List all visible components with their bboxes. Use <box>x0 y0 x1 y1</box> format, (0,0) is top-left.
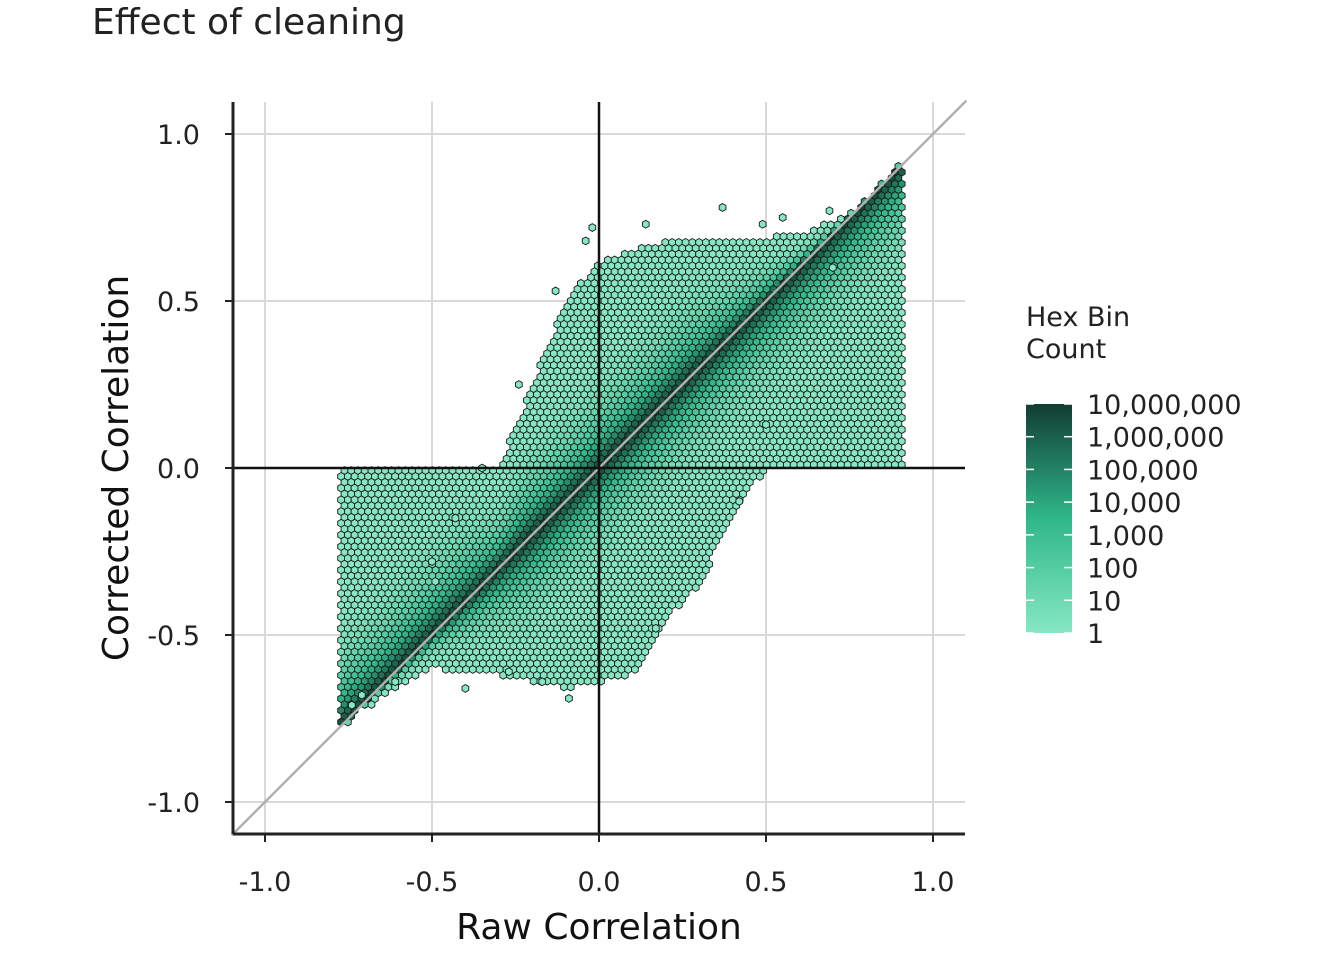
legend-label: 100,000 <box>1087 455 1199 486</box>
hex-bin <box>675 600 683 610</box>
hex-bin <box>489 665 497 674</box>
hex-bin-outlier <box>565 694 573 703</box>
hex-bin-outlier <box>588 223 597 232</box>
legend-label: 10,000,000 <box>1087 390 1242 421</box>
hex-bin <box>431 659 440 669</box>
hex-bin <box>462 665 470 674</box>
legend-label: 10 <box>1087 586 1121 617</box>
y-axis-title: Corrected Correlation <box>96 275 137 661</box>
x-tick-label: 0.5 <box>745 867 788 898</box>
legend-label: 1,000 <box>1087 521 1164 552</box>
hex-bin <box>691 583 700 592</box>
hex-bin-outlier <box>551 286 560 296</box>
hex-bin-outlier <box>581 236 590 246</box>
hex-bin <box>550 676 558 686</box>
hex-bin <box>475 665 484 674</box>
hex-bin-outlier <box>538 677 547 687</box>
y-tick-label: 0.0 <box>157 454 200 485</box>
hex-bin <box>560 682 568 692</box>
hex-bin <box>381 688 389 698</box>
hex-bin-outlier <box>758 219 767 229</box>
legend-title-line-2: Count <box>1026 334 1106 365</box>
x-axis-title: Raw Correlation <box>456 907 742 948</box>
hex-bin <box>590 676 599 686</box>
hex-bin <box>614 670 622 680</box>
hex-bin <box>620 670 629 680</box>
hex-bin <box>577 676 585 686</box>
hex-bin-outlier <box>825 206 834 216</box>
hex-bin <box>401 676 410 686</box>
hexbin-layer <box>337 161 906 727</box>
hex-bin-outlier <box>718 203 727 212</box>
legend: Hex Bin Count 10,000,0001,000,000100,000… <box>1026 302 1242 650</box>
hex-bin-outlier <box>641 219 650 229</box>
hex-bin <box>756 471 764 481</box>
hex-bin <box>455 665 464 674</box>
y-tick-label: 0.5 <box>157 287 200 318</box>
legend-label: 1,000,000 <box>1087 423 1224 454</box>
hex-bin <box>411 670 420 680</box>
y-tick-label: -0.5 <box>147 621 200 652</box>
y-tick-label: -1.0 <box>147 788 200 819</box>
hex-bin <box>482 665 491 674</box>
x-tick-label: -0.5 <box>406 867 459 898</box>
legend-label: 1 <box>1087 619 1104 650</box>
hex-bin <box>583 676 592 686</box>
legend-colorbar <box>1026 404 1072 633</box>
legend-label: 100 <box>1087 554 1139 585</box>
hex-bin-outlier <box>515 380 523 389</box>
hex-bin-outlier <box>348 700 356 710</box>
tick-labels: -1.0 -0.5 0.0 0.5 1.0 -1.0 -0.5 0.0 0.5 1.0 <box>147 120 954 898</box>
hex-bin <box>566 682 575 692</box>
hex-bin <box>519 670 528 680</box>
hex-bin-outlier <box>828 263 837 273</box>
hex-bin-outlier <box>504 667 513 677</box>
hex-bin-outlier <box>735 496 744 506</box>
hex-bin-outlier <box>431 577 440 586</box>
hex-bin-outlier <box>762 420 770 429</box>
hex-bin <box>468 665 477 674</box>
x-tick-label: -1.0 <box>239 867 292 898</box>
legend-label: 10,000 <box>1087 488 1181 519</box>
hex-bin-outlier <box>461 684 470 693</box>
hex-bin <box>421 665 430 674</box>
hex-bin <box>441 665 450 674</box>
legend-title-line-1: Hex Bin <box>1026 302 1130 333</box>
hex-bin <box>367 700 376 709</box>
hex-bin <box>607 670 616 680</box>
hex-bin-outlier <box>702 553 710 563</box>
hex-bin-outlier <box>451 513 460 523</box>
hex-bin <box>512 670 521 680</box>
hex-bin-outlier <box>778 213 787 222</box>
hex-bin-outlier <box>651 623 660 633</box>
hex-bin <box>529 676 538 686</box>
hex-bin-outlier <box>358 690 366 700</box>
x-tick-label: 1.0 <box>912 867 955 898</box>
reference-lines <box>230 99 968 837</box>
hex-bin-outlier <box>428 557 436 566</box>
y-tick-label: 1.0 <box>157 120 200 151</box>
hex-bin <box>631 665 639 674</box>
hex-bin <box>448 665 457 674</box>
chart-title: Effect of cleaning <box>92 2 406 43</box>
x-tick-label: 0.0 <box>578 867 621 898</box>
hex-bin-outlier <box>391 677 400 687</box>
legend-ticks: 10,000,0001,000,000100,00010,0001,000100… <box>1026 390 1242 650</box>
